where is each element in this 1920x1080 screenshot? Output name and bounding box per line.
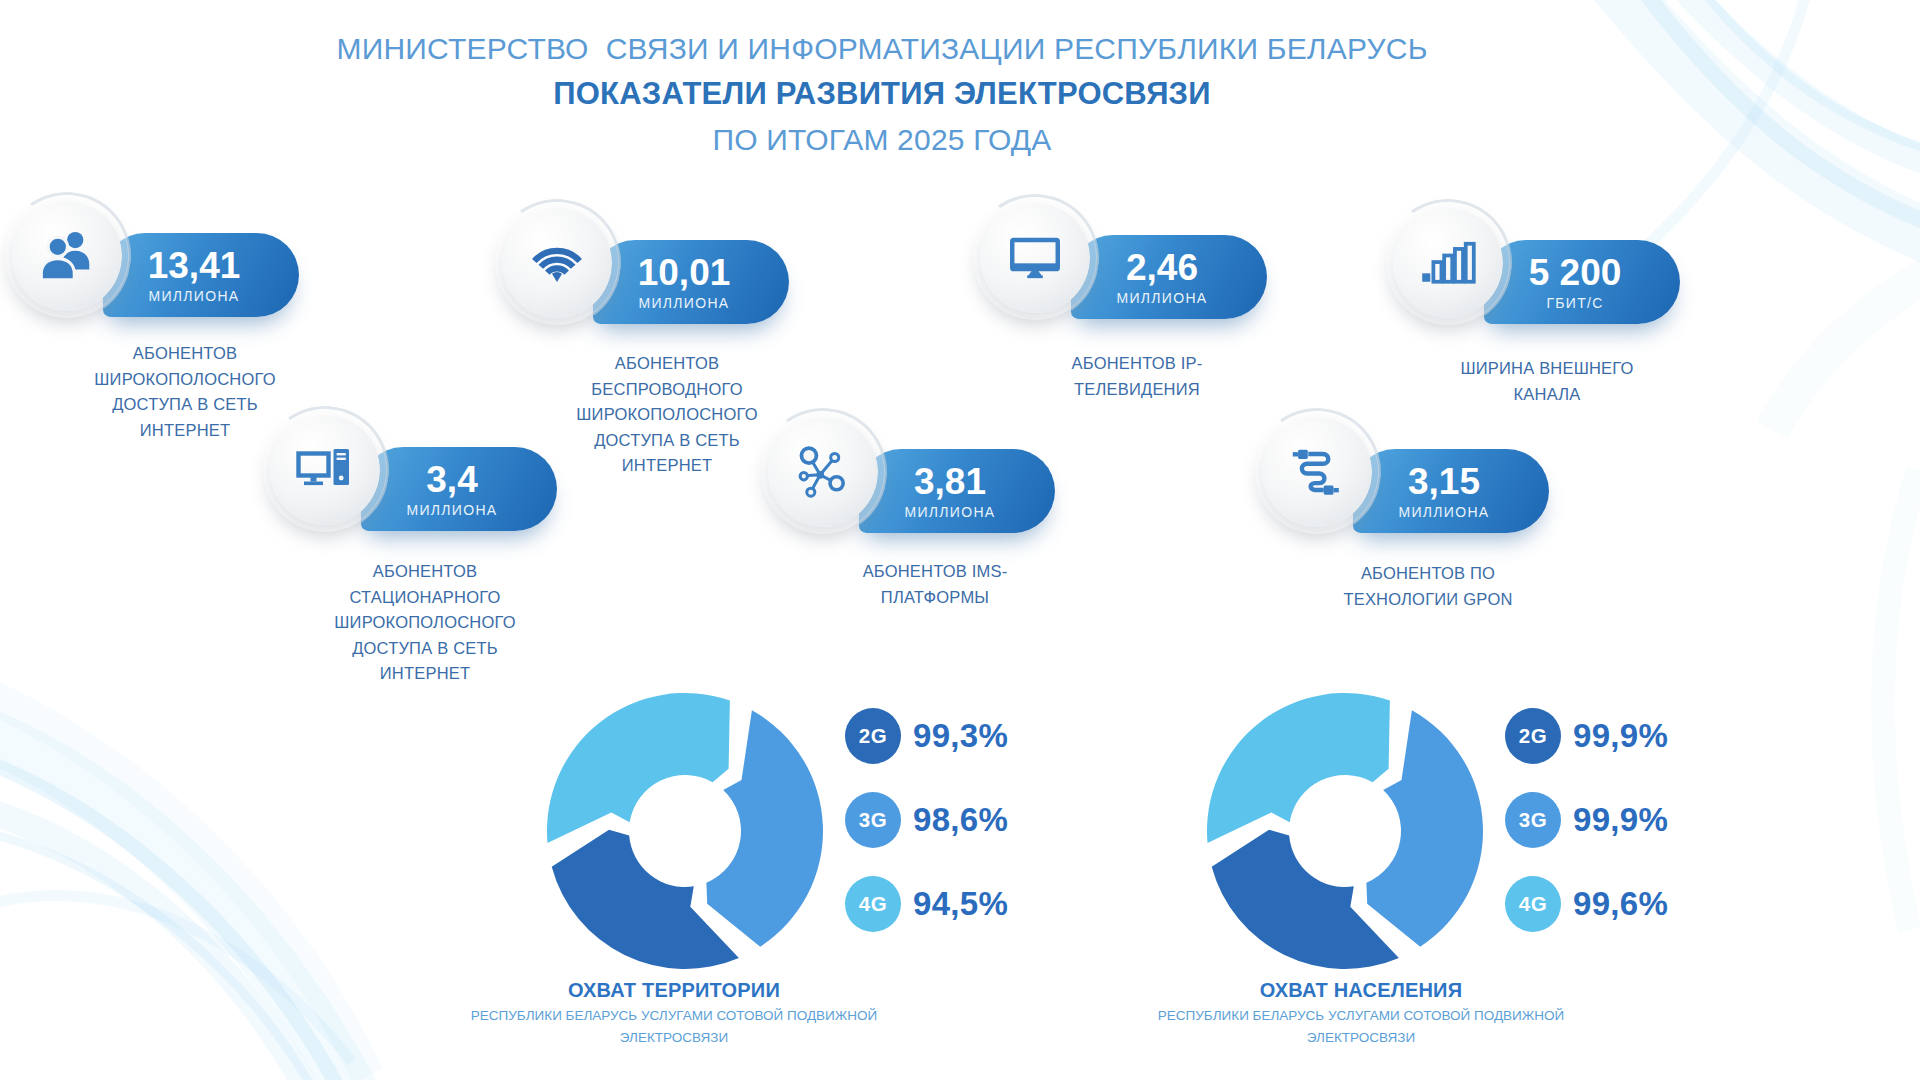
legend-value-3g: 98,6% xyxy=(913,801,1008,839)
cable-icon xyxy=(1286,441,1348,503)
legend-row-3g: 3G 99,9% xyxy=(1505,792,1668,848)
stat-label-channel: ШИРИНА ВНЕШНЕГО КАНАЛА xyxy=(1387,356,1707,407)
stat-value: 3,81 xyxy=(914,463,986,501)
stat-label-gpon: АБОНЕНТОВ ПО ТЕХНОЛОГИИ GPON xyxy=(1268,561,1588,612)
legend-badge-2g: 2G xyxy=(845,708,901,764)
legend-value-2g: 99,9% xyxy=(1573,717,1668,755)
stat-pill-channel: 5 200 ГБИТ/С xyxy=(1484,240,1680,324)
legend-row-4g: 4G 94,5% xyxy=(845,876,1008,932)
tv-icon xyxy=(1004,227,1066,289)
stat-circle-fixed xyxy=(270,415,380,525)
bar-chart-icon xyxy=(1418,233,1478,293)
stat-value: 2,46 xyxy=(1126,249,1198,287)
chart-title-population: ОХВАТ НАСЕЛЕНИЯ xyxy=(1151,979,1571,1002)
stat-unit: МИЛЛИОНА xyxy=(639,295,730,311)
stat-value: 3,15 xyxy=(1408,463,1480,501)
stat-label-ims: АБОНЕНТОВ IMS- ПЛАТФОРМЫ xyxy=(775,559,1095,610)
stat-circle-broadband xyxy=(12,201,122,311)
stat-unit: МИЛЛИОНА xyxy=(1399,504,1490,520)
stat-circle-channel xyxy=(1393,208,1503,318)
chart-subtitle-population: РЕСПУБЛИКИ БЕЛАРУСЬ УСЛУГАМИ СОТОВОЙ ПОД… xyxy=(1151,1005,1571,1049)
people-icon xyxy=(36,225,98,287)
stat-pill-gpon: 3,15 МИЛЛИОНА xyxy=(1353,449,1549,533)
territory-donut xyxy=(545,691,825,971)
stat-pill-broadband: 13,41 МИЛЛИОНА xyxy=(103,233,299,317)
legend-value-2g: 99,3% xyxy=(913,717,1008,755)
stat-circle-gpon xyxy=(1262,417,1372,527)
stat-circle-wireless xyxy=(502,208,612,318)
stat-value: 13,41 xyxy=(148,247,241,285)
infographic: МИНИСТЕРСТВО СВЯЗИ И ИНФОРМАТИЗАЦИИ РЕСП… xyxy=(0,0,1920,1080)
stat-unit: МИЛЛИОНА xyxy=(905,504,996,520)
stat-circle-iptv xyxy=(980,203,1090,313)
legend-badge-2g: 2G xyxy=(1505,708,1561,764)
territory-coverage-chart: 2G 99,3% 3G 98,6% 4G 94,5% ОХВАТ ТЕРРИТО… xyxy=(540,688,1080,1068)
stat-label-fixed: АБОНЕНТОВ СТАЦИОНАРНОГО ШИРОКОПОЛОСНОГО … xyxy=(265,559,585,687)
legend-value-4g: 99,6% xyxy=(1573,885,1668,923)
stat-pill-wireless: 10,01 МИЛЛИОНА xyxy=(593,240,789,324)
stat-unit: МИЛЛИОНА xyxy=(407,502,498,518)
legend-badge-4g: 4G xyxy=(1505,876,1561,932)
legend-row-2g: 2G 99,9% xyxy=(1505,708,1668,764)
stat-value: 10,01 xyxy=(638,254,731,292)
territory-legend: 2G 99,3% 3G 98,6% 4G 94,5% xyxy=(845,708,1008,960)
chart-subtitle-territory: РЕСПУБЛИКИ БЕЛАРУСЬ УСЛУГАМИ СОТОВОЙ ПОД… xyxy=(464,1005,884,1049)
stat-unit: МИЛЛИОНА xyxy=(1117,290,1208,306)
wifi-icon xyxy=(526,232,588,294)
population-coverage-chart: 2G 99,9% 3G 99,9% 4G 99,6% ОХВАТ НАСЕЛЕН… xyxy=(1200,688,1740,1068)
population-legend: 2G 99,9% 3G 99,9% 4G 99,6% xyxy=(1505,708,1668,960)
stat-pill-fixed: 3,4 МИЛЛИОНА xyxy=(361,447,557,531)
report-title: ПОКАЗАТЕЛИ РАЗВИТИЯ ЭЛЕКТРОСВЯЗИ xyxy=(0,71,1764,116)
stat-circle-ims xyxy=(768,417,878,527)
stat-label-iptv: АБОНЕНТОВ IP- ТЕЛЕВИДЕНИЯ xyxy=(977,351,1297,402)
stat-unit: МИЛЛИОНА xyxy=(149,288,240,304)
legend-badge-3g: 3G xyxy=(845,792,901,848)
legend-row-3g: 3G 98,6% xyxy=(845,792,1008,848)
desktop-computer-icon xyxy=(293,438,357,502)
ministry-title: МИНИСТЕРСТВО СВЯЗИ И ИНФОРМАТИЗАЦИИ РЕСП… xyxy=(0,26,1764,71)
legend-badge-4g: 4G xyxy=(845,876,901,932)
network-nodes-icon xyxy=(793,442,853,502)
stat-unit: ГБИТ/С xyxy=(1546,295,1603,311)
stat-value: 5 200 xyxy=(1529,254,1622,292)
stat-value: 3,4 xyxy=(426,461,477,499)
legend-row-4g: 4G 99,6% xyxy=(1505,876,1668,932)
legend-badge-3g: 3G xyxy=(1505,792,1561,848)
chart-title-territory: ОХВАТ ТЕРРИТОРИИ xyxy=(464,979,884,1002)
legend-value-4g: 94,5% xyxy=(913,885,1008,923)
legend-row-2g: 2G 99,3% xyxy=(845,708,1008,764)
stat-pill-ims: 3,81 МИЛЛИОНА xyxy=(859,449,1055,533)
population-donut xyxy=(1205,691,1485,971)
stat-pill-iptv: 2,46 МИЛЛИОНА xyxy=(1071,235,1267,319)
title-block: МИНИСТЕРСТВО СВЯЗИ И ИНФОРМАТИЗАЦИИ РЕСП… xyxy=(0,26,1764,163)
legend-value-3g: 99,9% xyxy=(1573,801,1668,839)
report-period: ПО ИТОГАМ 2025 ГОДА xyxy=(0,116,1764,163)
